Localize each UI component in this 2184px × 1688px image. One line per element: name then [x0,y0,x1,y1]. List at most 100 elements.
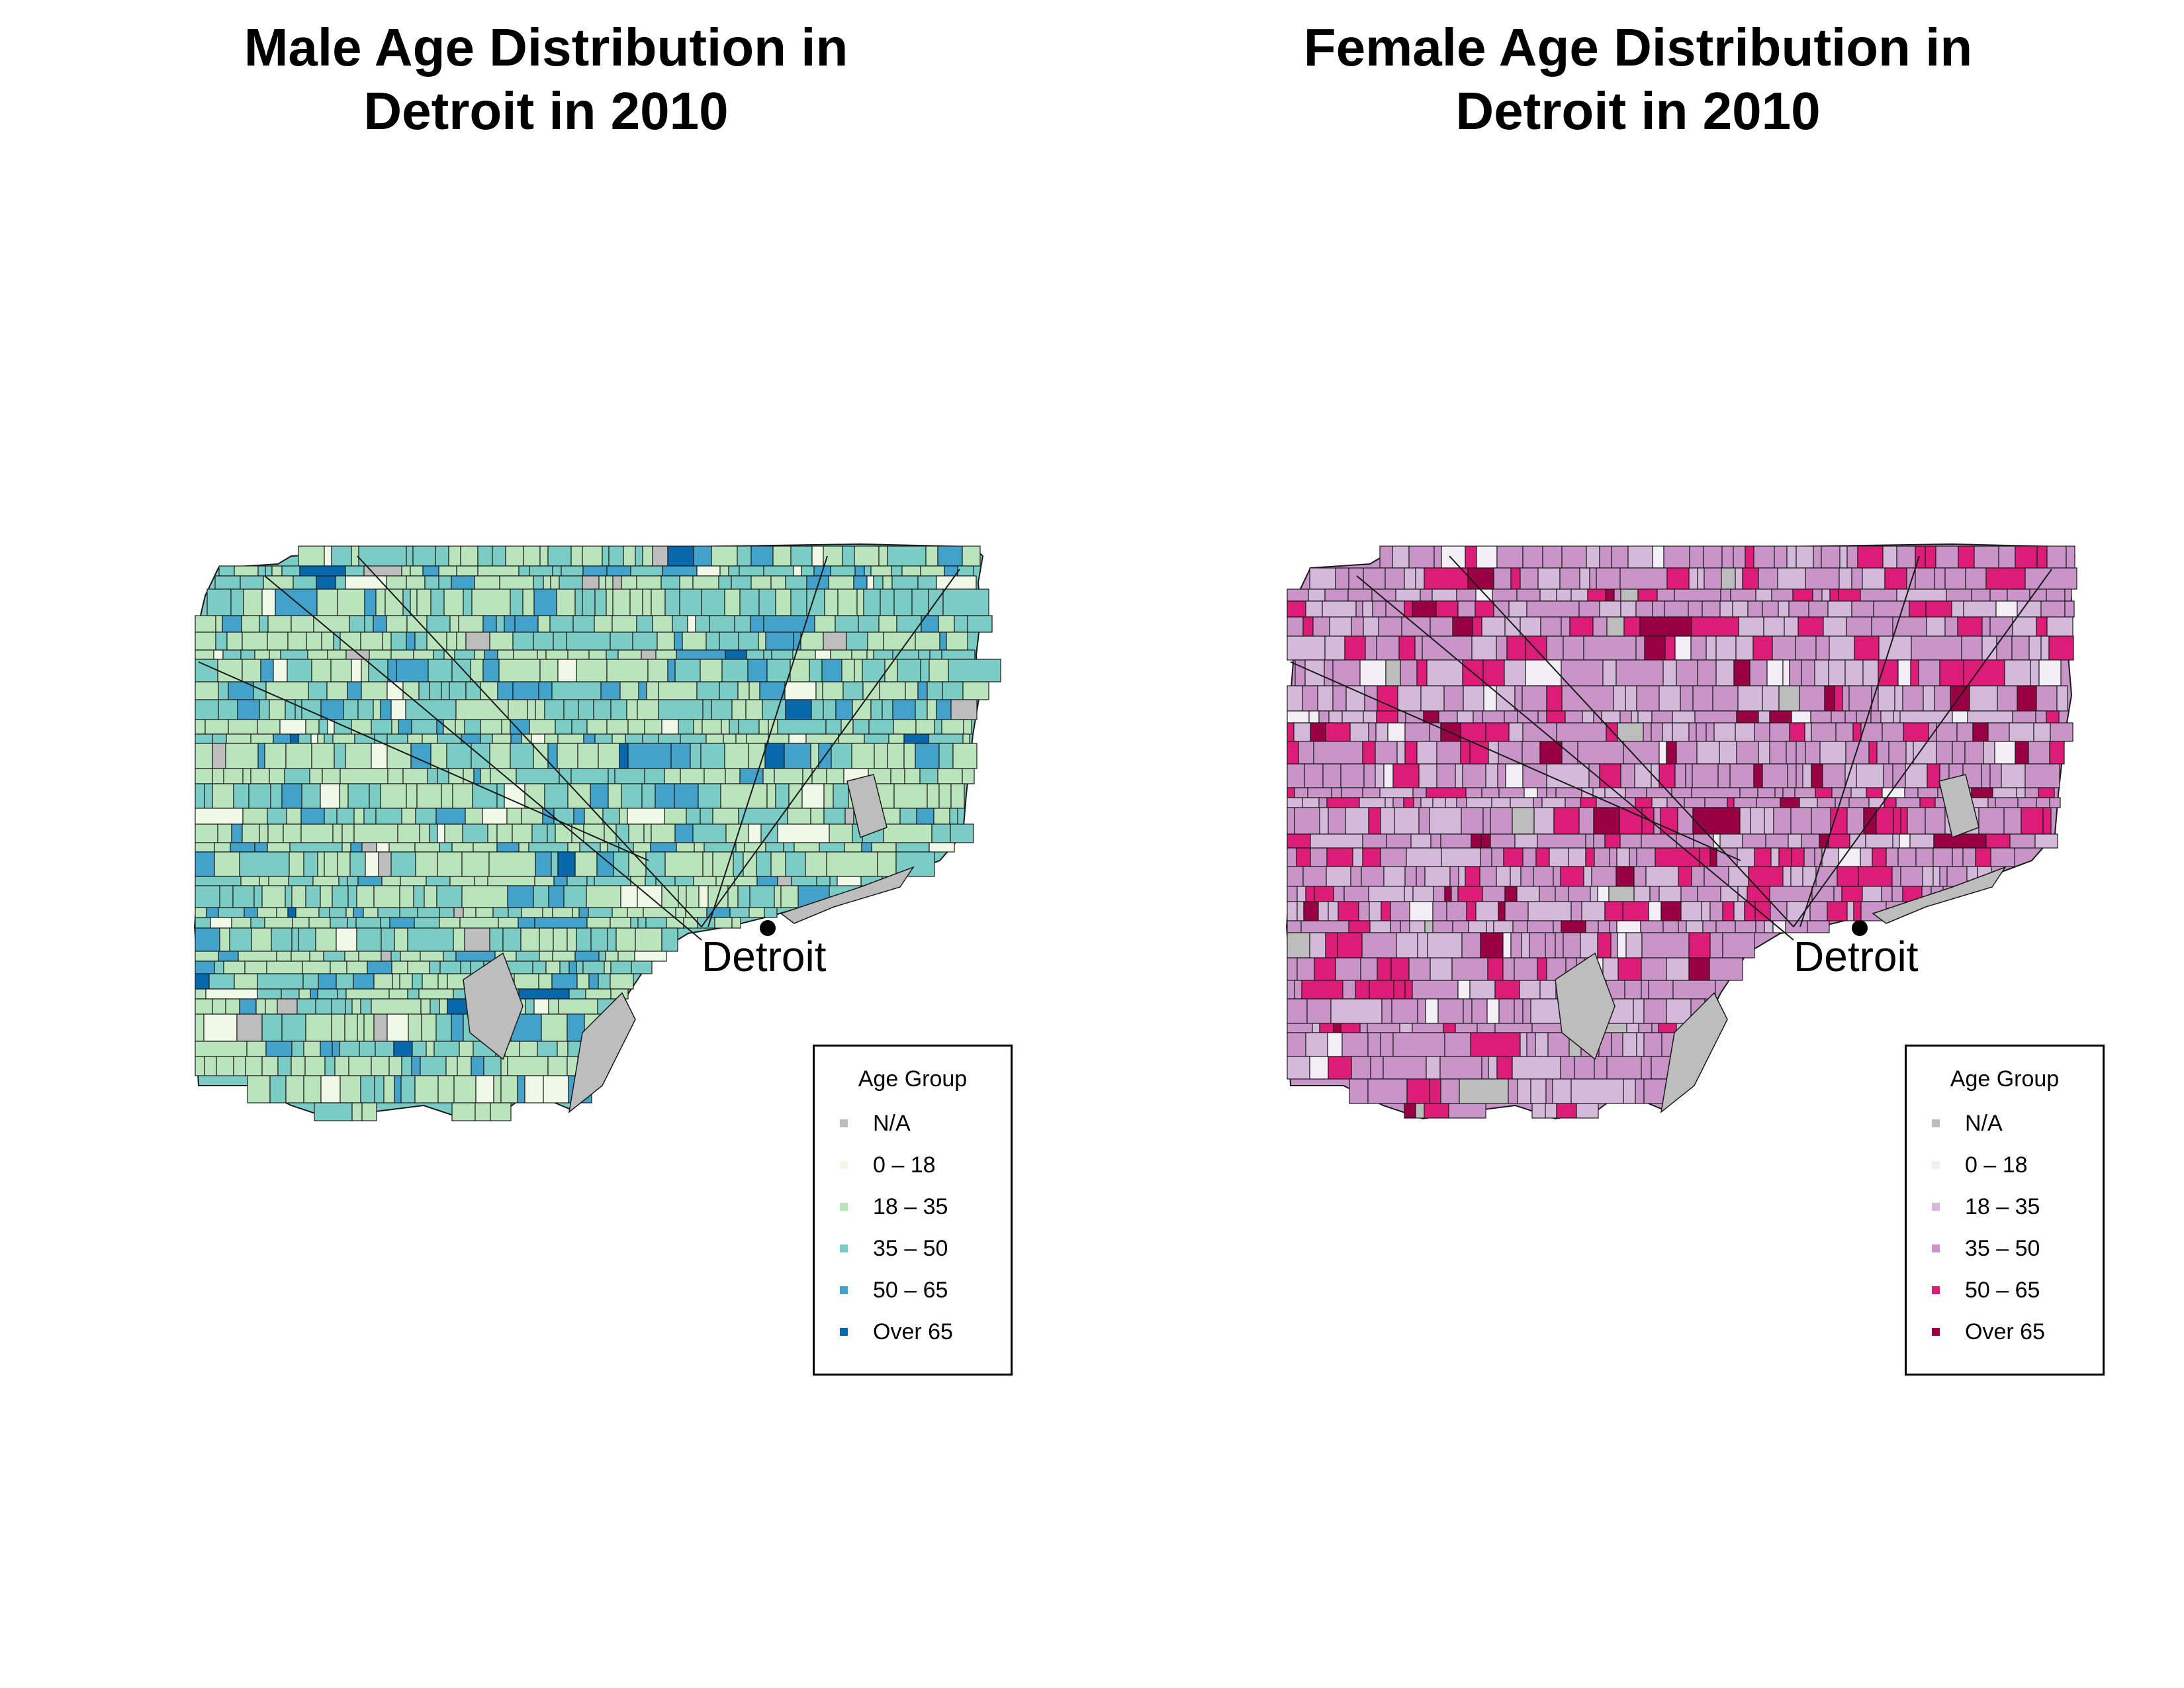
census-tract [678,719,694,735]
census-tract [1287,833,1311,849]
census-tract [303,1041,321,1057]
census-tract [1653,807,1661,835]
census-tract [610,961,632,974]
census-tract [232,885,255,908]
census-tract [731,699,747,720]
census-tract [2025,763,2060,788]
census-tract [576,961,584,974]
census-tract [598,575,606,590]
census-tract [954,615,968,633]
census-tract [785,575,807,590]
census-tract [756,876,778,886]
census-tract [1856,763,1884,788]
census-tract [934,719,942,735]
census-tract [261,1013,283,1042]
census-tract [371,1056,390,1076]
na-tract [1660,992,1728,1113]
road-line [1799,555,1920,927]
census-tract [397,823,420,843]
census-tract [276,951,292,962]
census-tract [420,951,444,962]
census-tract [410,743,432,769]
census-tract [1367,1078,1408,1104]
census-tract [1862,567,1886,590]
census-tract [1662,920,1679,933]
census-tract [674,876,694,886]
census-tract [396,659,429,682]
census-tract [588,907,613,918]
census-tract [1369,980,1394,1000]
census-tract [1774,545,1788,569]
census-tract [895,842,930,853]
census-tract [205,719,229,735]
census-tract [1304,763,1324,788]
census-tract [388,842,416,853]
census-tract [361,1102,377,1121]
census-tract [1801,659,1815,686]
census-tract [866,649,874,660]
census-tract [360,1075,375,1103]
census-tract [1805,567,1840,590]
census-tract [382,632,392,651]
legend-swatch [840,1203,848,1211]
census-tract [2007,588,2030,602]
census-tract [931,823,951,843]
census-tract [1616,920,1641,933]
census-tract [851,743,875,769]
census-tract [1381,998,1392,1024]
census-tract [837,876,862,886]
census-tract [620,885,638,908]
census-tract [1747,600,1763,618]
census-tract [1503,847,1524,867]
census-tract [1581,901,1606,921]
census-tract [893,719,917,735]
census-tract [1762,685,1780,712]
census-tract [647,659,668,682]
census-tract [1471,998,1488,1024]
census-tract [693,545,712,567]
census-tract [387,768,404,784]
census-tract [1546,685,1563,712]
census-tract [2046,710,2060,724]
census-tract [332,885,349,908]
legend-label: 50 – 65 [1965,1277,2040,1303]
census-tract [1332,685,1347,712]
census-tract [658,681,698,700]
census-tract [697,917,715,929]
census-tract [1742,833,1766,849]
census-tract [567,876,588,886]
legend-item-over-65: Over 65 [840,1319,953,1345]
census-tract [661,927,678,952]
census-tract [1328,807,1346,835]
census-tract [1345,685,1365,712]
census-tract [826,768,844,784]
census-tract [1506,635,1526,661]
census-tract [390,649,414,660]
census-tract [733,851,744,877]
census-tract [1297,886,1306,902]
census-tract [1983,741,1995,765]
census-tract [679,588,702,616]
census-tract [1944,616,1958,637]
census-tract [236,1013,263,1042]
census-tract [1494,980,1520,1000]
census-tract [1514,957,1538,981]
census-tract [1485,722,1510,742]
census-tract [344,1013,358,1042]
census-tract [1406,847,1442,867]
census-tract [692,823,727,843]
legend-swatch [1932,1244,1940,1252]
census-tract [1404,741,1418,765]
census-tract [552,565,562,577]
census-tract [261,1056,279,1076]
census-tract [1471,833,1482,849]
census-tract [1737,685,1763,712]
legend-swatch [1932,1328,1940,1336]
census-tract [555,823,572,843]
census-tract [1444,1032,1471,1057]
census-tract [1702,920,1717,933]
census-tract [651,588,666,616]
census-tract [585,988,612,1000]
census-tract [441,783,453,809]
census-tract [387,659,397,682]
